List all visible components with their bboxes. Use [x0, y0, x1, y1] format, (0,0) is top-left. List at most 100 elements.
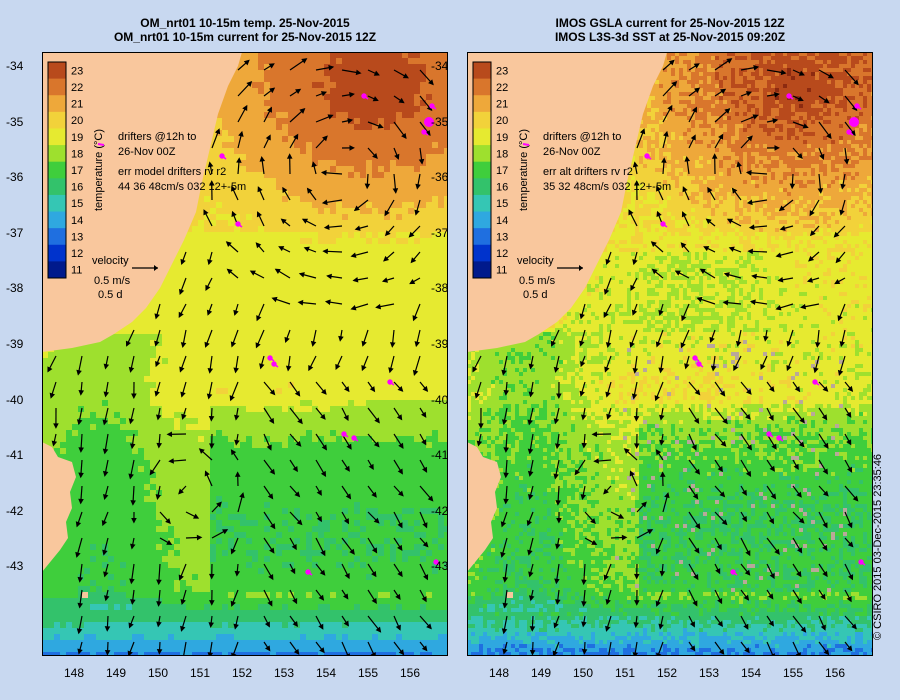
- velocity-scale: 0.5 m/s: [519, 275, 556, 287]
- colorbar-tick-label: 12: [71, 248, 83, 260]
- left-panel-title: OM_nrt01 10-15m temp. 25-Nov-2015 OM_nrt…: [42, 16, 448, 44]
- legend-error: err model drifters rv r2: [118, 166, 226, 178]
- colorbar-tick-label: 20: [496, 115, 508, 127]
- colorbar-tick-label: 14: [71, 215, 83, 227]
- longitude-tick-label: 151: [190, 666, 210, 680]
- longitude-tick-label: 149: [106, 666, 126, 680]
- latitude-tick-label: -41: [431, 448, 448, 462]
- longitude-tick-label: 155: [358, 666, 378, 680]
- right-panel-title: IMOS GSLA current for 25-Nov-2015 12Z IM…: [467, 16, 873, 44]
- right-title-line2: IMOS L3S-3d SST at 25-Nov-2015 09:20Z: [467, 30, 873, 44]
- colorbar-tick-label: 22: [496, 82, 508, 94]
- longitude-tick-label: 150: [148, 666, 168, 680]
- land-mass: [467, 52, 667, 652]
- left-map-svg: 23 22 21 20 19 18 17 16 15 14 13 12 11 temperature (°…: [42, 52, 448, 656]
- drifter-tracks: [219, 93, 441, 576]
- colorbar-label: temperature (°C): [93, 129, 105, 211]
- longitude-tick-label: 151: [615, 666, 635, 680]
- colorbar-tick-label: 14: [496, 215, 508, 227]
- longitude-tick-label: 152: [657, 666, 677, 680]
- longitude-tick-label: 156: [400, 666, 420, 680]
- longitude-tick-label: 153: [699, 666, 719, 680]
- colorbar-tick-label: 15: [71, 198, 83, 210]
- latitude-tick-label: -37: [431, 226, 448, 240]
- drifter-tracks: [644, 93, 866, 576]
- land-mass: [42, 52, 242, 652]
- current-vectors: [47, 58, 434, 656]
- longitude-tick-label: 156: [825, 666, 845, 680]
- velocity-time: 0.5 d: [523, 289, 547, 301]
- left-map-panel: 23 22 21 20 19 18 17 16 15 14 13 12 11 temperature (°…: [42, 52, 448, 656]
- latitude-tick-label: -39: [6, 337, 23, 351]
- latitude-tick-label: -40: [431, 393, 448, 407]
- colorbar-tick-label: 15: [496, 198, 508, 210]
- latitude-tick-label: -41: [6, 448, 23, 462]
- colorbar-tick-label: 11: [496, 265, 507, 277]
- latitude-tick-label: -35: [431, 115, 448, 129]
- legend-error-values: 35 32 48cm/s 032 12+-5m: [543, 181, 671, 193]
- colorbar-label: temperature (°C): [518, 129, 530, 211]
- drifter-marker: [849, 117, 859, 127]
- velocity-scale: 0.5 m/s: [94, 275, 131, 287]
- temperature-colorbar: 23 22 21 20 19 18 17 16 15 14 13 12 11 temperature (°…: [47, 61, 105, 279]
- latitude-tick-label: -34: [6, 59, 23, 73]
- latitude-tick-label: -34: [431, 59, 448, 73]
- legend: drifters @12h to 26-Nov 00Z err alt drifte…: [517, 131, 671, 301]
- map-frame: [467, 52, 873, 656]
- credit-text: © CSIRO 2015 03-Dec-2015 23:35:46: [872, 454, 884, 640]
- drifter-marker: [424, 117, 434, 127]
- colorbar-tick-label: 23: [496, 65, 508, 77]
- current-vectors: [472, 58, 859, 656]
- legend-drifters-2: 26-Nov 00Z: [118, 146, 176, 158]
- colorbar-tick-label: 23: [71, 65, 83, 77]
- legend-drifters-2: 26-Nov 00Z: [543, 146, 601, 158]
- colorbar-tick-label: 13: [71, 231, 83, 243]
- right-title-line1: IMOS GSLA current for 25-Nov-2015 12Z: [467, 16, 873, 30]
- colorbar-tick-label: 17: [71, 165, 83, 177]
- latitude-tick-label: -43: [6, 559, 23, 573]
- legend: drifters @12h to 26-Nov 00Z err model drif…: [92, 131, 246, 301]
- colorbar-tick-label: 11: [71, 265, 82, 277]
- latitude-tick-label: -39: [431, 337, 448, 351]
- latitude-tick-label: -42: [6, 504, 23, 518]
- map-frame: [42, 52, 448, 656]
- longitude-tick-label: 150: [573, 666, 593, 680]
- island: [82, 592, 88, 598]
- drifter-legend-mark: [97, 143, 105, 146]
- longitude-tick-label: 154: [741, 666, 761, 680]
- longitude-tick-label: 155: [783, 666, 803, 680]
- colorbar-tick-label: 16: [496, 182, 508, 194]
- colorbar-tick-label: 21: [71, 99, 83, 111]
- legend-drifters: drifters @12h to: [118, 131, 196, 143]
- longitude-tick-label: 154: [316, 666, 336, 680]
- legend-error-values: 44 36 48cm/s 032 12+-5m: [118, 181, 246, 193]
- velocity-label: velocity: [92, 255, 129, 267]
- longitude-tick-label: 148: [64, 666, 84, 680]
- left-title-line2: OM_nrt01 10-15m current for 25-Nov-2015 …: [42, 30, 448, 44]
- legend-drifters: drifters @12h to: [543, 131, 621, 143]
- colorbar-tick-label: 19: [496, 132, 508, 144]
- colorbar-tick-label: 17: [496, 165, 508, 177]
- colorbar-tick-label: 18: [71, 148, 83, 160]
- latitude-tick-label: -36: [431, 170, 448, 184]
- latitude-tick-label: -40: [6, 393, 23, 407]
- drifter-legend-mark: [522, 143, 530, 146]
- colorbar-tick-label: 19: [71, 132, 83, 144]
- colorbar-tick-label: 13: [496, 231, 508, 243]
- island: [507, 592, 513, 598]
- longitude-tick-label: 152: [232, 666, 252, 680]
- longitude-tick-label: 153: [274, 666, 294, 680]
- latitude-tick-label: -42: [431, 504, 448, 518]
- colorbar-tick-label: 20: [71, 115, 83, 127]
- legend-error: err alt drifters rv r2: [543, 166, 633, 178]
- latitude-tick-label: -35: [6, 115, 23, 129]
- colorbar-tick-label: 21: [496, 99, 508, 111]
- latitude-tick-label: -38: [431, 281, 448, 295]
- right-map-panel: 23 22 21 20 19 18 17 16 15 14 13 12 11 temperature (°…: [467, 52, 873, 656]
- left-title-line1: OM_nrt01 10-15m temp. 25-Nov-2015: [42, 16, 448, 30]
- colorbar-tick-label: 16: [71, 182, 83, 194]
- longitude-tick-label: 148: [489, 666, 509, 680]
- temperature-colorbar: 23 22 21 20 19 18 17 16 15 14 13 12 11 temperature (°…: [472, 61, 530, 279]
- colorbar-tick-label: 12: [496, 248, 508, 260]
- latitude-tick-label: -36: [6, 170, 23, 184]
